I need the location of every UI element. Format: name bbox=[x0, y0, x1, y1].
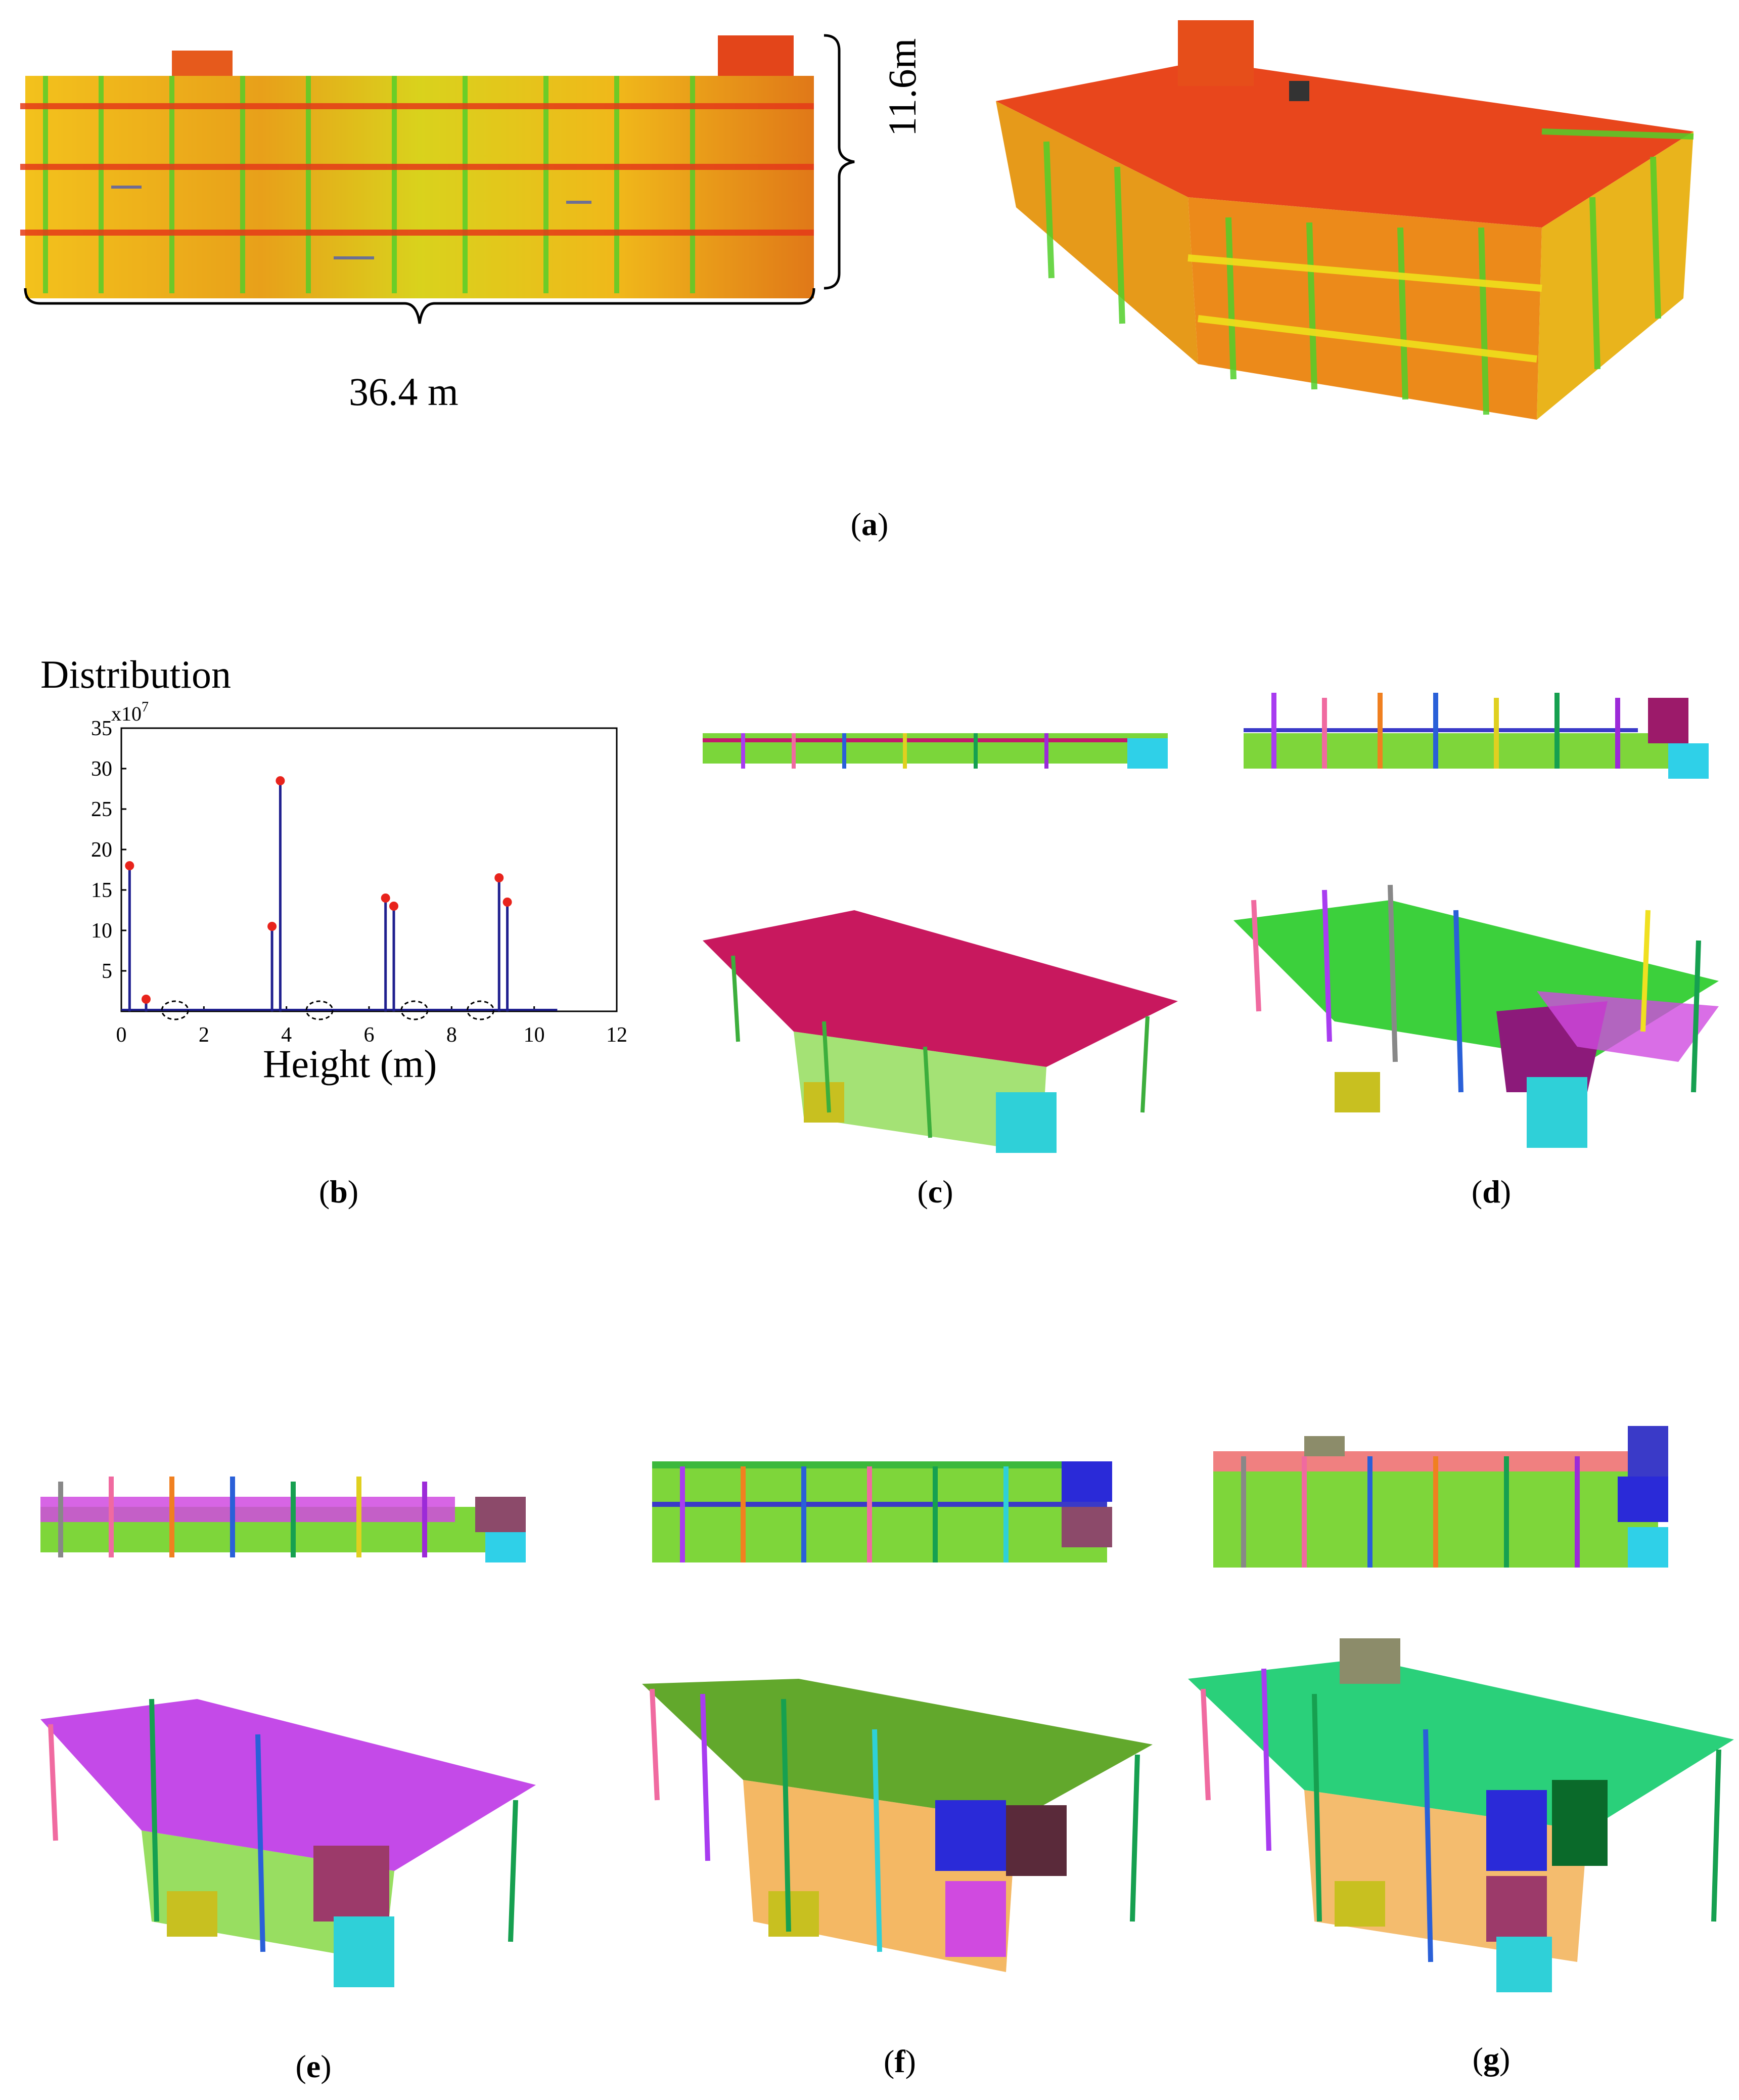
x-tick-label: 6 bbox=[364, 1023, 375, 1047]
segmentation-perspective-view-g bbox=[1188, 1638, 1734, 1992]
height-brace bbox=[823, 34, 855, 290]
x-tick-label: 12 bbox=[606, 1023, 627, 1047]
segmentation-front-view-d bbox=[1244, 693, 1709, 779]
peak-marker bbox=[502, 898, 512, 907]
caption-b: (b) bbox=[318, 1174, 359, 1210]
panel-f: (f) bbox=[632, 1426, 1158, 2098]
panel-a: 11.6m 36.4 m (a) bbox=[0, 0, 1739, 556]
gap-ellipse bbox=[161, 1000, 189, 1020]
peak-marker bbox=[276, 776, 285, 785]
plot-frame bbox=[120, 727, 618, 1012]
y-ticks: 5 10 15 20 25 30 35 bbox=[91, 717, 126, 983]
panel-e: (e) bbox=[20, 1426, 556, 2098]
x-tick-label: 8 bbox=[446, 1023, 457, 1047]
segmentation-front-view-g bbox=[1213, 1426, 1668, 1568]
segmentation-front-view-c bbox=[703, 733, 1168, 769]
peak-marker bbox=[267, 922, 277, 931]
width-label: 36.4 m bbox=[349, 370, 459, 414]
gap-markers bbox=[161, 1000, 494, 1020]
gap-ellipse bbox=[305, 1000, 334, 1020]
segmentation-front-view-e bbox=[40, 1477, 526, 1562]
y-tick-label: 10 bbox=[91, 919, 112, 943]
caption-a: (a) bbox=[850, 506, 889, 542]
x-tick-label: 2 bbox=[199, 1023, 209, 1047]
height-distribution-chart: Distribution x107 5 10 15 20 25 30 35 0 2 4 6 8 10 1… bbox=[40, 652, 627, 1086]
caption-f: (f) bbox=[884, 2043, 916, 2079]
x-ticks: 0 2 4 6 8 10 12 bbox=[116, 1006, 627, 1047]
caption-d: (d) bbox=[1471, 1174, 1512, 1210]
point-cloud-perspective-view bbox=[996, 20, 1694, 420]
y-tick-label: 35 bbox=[91, 717, 112, 740]
y-axis-multiplier: x107 bbox=[111, 699, 149, 725]
y-tick-label: 25 bbox=[91, 798, 112, 821]
peak-marker bbox=[389, 902, 398, 911]
peak-marker bbox=[494, 873, 504, 882]
x-tick-label: 0 bbox=[116, 1023, 127, 1047]
segmentation-perspective-view-d bbox=[1233, 884, 1719, 1148]
peak-marker bbox=[125, 861, 134, 870]
y-tick-label: 20 bbox=[91, 838, 112, 862]
y-tick-label: 5 bbox=[102, 960, 112, 983]
panel-b: Distribution x107 5 10 15 20 25 30 35 0 2 4 6 8 10 1… bbox=[0, 652, 657, 1264]
point-cloud-front-view bbox=[20, 35, 814, 298]
panel-c: (c) bbox=[682, 667, 1188, 1249]
width-brace bbox=[24, 288, 815, 324]
y-tick-label: 15 bbox=[91, 879, 112, 902]
caption-c: (c) bbox=[917, 1174, 953, 1210]
peak-marker bbox=[142, 995, 151, 1004]
gap-ellipse bbox=[400, 1000, 429, 1020]
x-tick-label: 4 bbox=[281, 1023, 292, 1047]
x-tick-label: 10 bbox=[524, 1023, 545, 1047]
x-axis-label: Height (m) bbox=[263, 1042, 437, 1086]
segmentation-perspective-view-f bbox=[642, 1679, 1153, 1972]
height-label: 11.6m bbox=[880, 38, 924, 137]
caption-e: (e) bbox=[295, 2048, 332, 2084]
distribution-series bbox=[121, 776, 558, 1011]
y-axis-label: Distribution bbox=[40, 657, 231, 696]
roof-opening bbox=[1289, 81, 1309, 101]
segmentation-perspective-view-c bbox=[703, 910, 1178, 1153]
y-tick-label: 30 bbox=[91, 757, 112, 781]
caption-g: (g) bbox=[1472, 2041, 1511, 2077]
panel-g: (g) bbox=[1183, 1406, 1739, 2100]
segmentation-front-view-f bbox=[652, 1461, 1112, 1562]
panel-d: (d) bbox=[1213, 667, 1739, 1249]
peak-marker bbox=[381, 893, 390, 903]
gap-ellipse bbox=[467, 1000, 494, 1020]
segmentation-perspective-view-e bbox=[40, 1699, 536, 1987]
